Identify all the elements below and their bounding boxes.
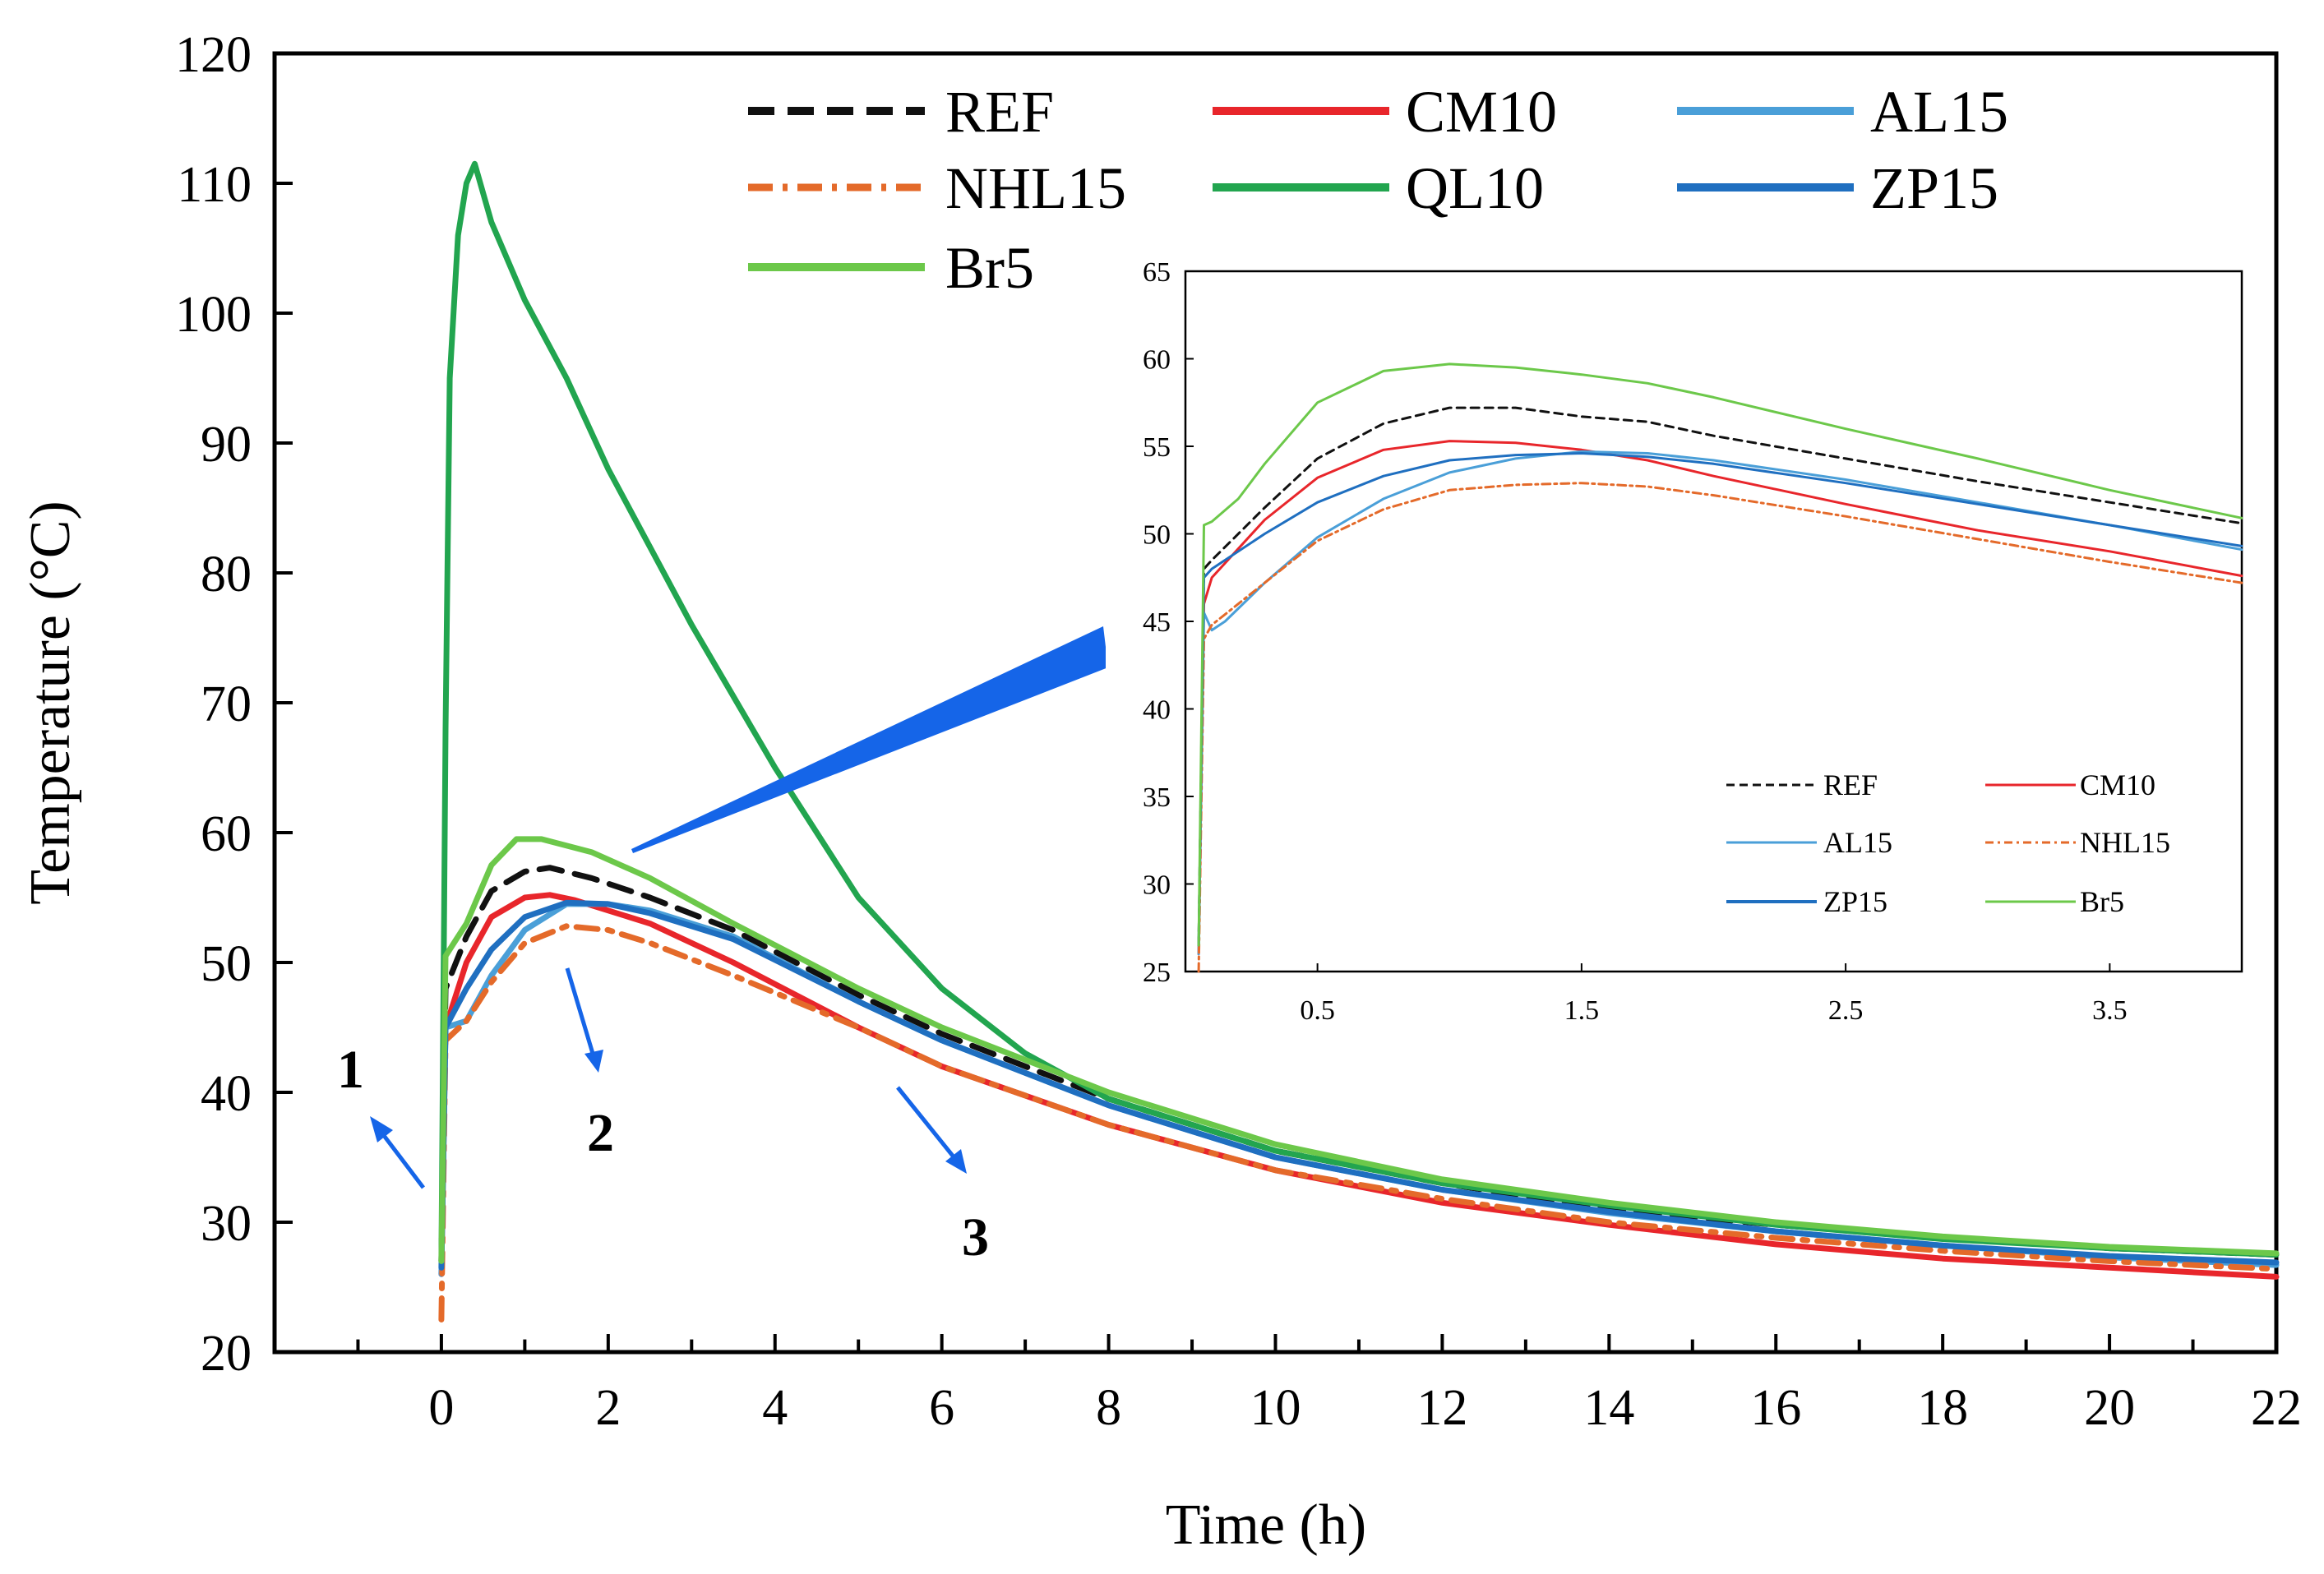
y-tick-label-50: 50 [201, 936, 252, 992]
legend-label-ref: REF [945, 79, 1054, 145]
inset-y-tick-label-30: 30 [1143, 870, 1171, 901]
legend-label-al15: AL15 [1870, 79, 2008, 145]
legend-label-br5: Br5 [945, 235, 1034, 301]
x-tick-label-6: 6 [929, 1380, 954, 1436]
inset-y-tick-label-65: 65 [1143, 257, 1171, 288]
inset-y-tick-label-50: 50 [1143, 520, 1171, 551]
x-tick-label-22: 22 [2251, 1380, 2302, 1436]
inset-y-tick-label-25: 25 [1143, 958, 1171, 988]
y-tick-label-60: 60 [201, 806, 252, 862]
inset-series-group [1197, 362, 2243, 973]
x-tick-label-14: 14 [1583, 1380, 1634, 1436]
series-zp15 [438, 899, 2280, 1271]
y-tick-label-70: 70 [201, 676, 252, 732]
inset-legend-label-zp15: ZP15 [1823, 885, 1887, 918]
arrow-1 [370, 1116, 425, 1189]
inset-series-nhl15 [1197, 482, 2243, 973]
series-br5 [438, 836, 2280, 1264]
x-tick-label-4: 4 [762, 1380, 788, 1436]
annotation-arrows [370, 967, 967, 1189]
inset-legend-label-cm10: CM10 [2080, 769, 2155, 801]
inset-legend-label-br5: Br5 [2080, 885, 2124, 918]
inset-legend: REF CM10 AL15 NHL15 ZP15 Br5 [1726, 769, 2170, 918]
inset-legend-label-ref: REF [1823, 769, 1878, 801]
y-tick-label-90: 90 [201, 417, 252, 473]
series-cm10 [438, 892, 2280, 1280]
inset-x-tick-label-2-5: 2.5 [1828, 995, 1864, 1026]
inset-series-br5 [1197, 362, 2243, 947]
x-tick-label-18: 18 [1917, 1380, 1968, 1436]
zoom-callout-wedge [631, 626, 1108, 853]
main-series-group [438, 160, 2280, 1322]
inset-y-tick-label-35: 35 [1143, 782, 1171, 813]
legend-label-ql10: QL10 [1406, 155, 1544, 221]
inset-series-ref [1197, 406, 2243, 947]
annotation-3: 3 [962, 1207, 989, 1267]
x-tick-label-20: 20 [2084, 1380, 2135, 1436]
y-axis-title: Temperature (°C) [19, 501, 82, 904]
inset-y-tick-label-55: 55 [1143, 432, 1171, 463]
x-tick-label-0: 0 [428, 1380, 454, 1436]
x-tick-label-10: 10 [1250, 1380, 1301, 1436]
x-tick-label-2: 2 [595, 1380, 621, 1436]
main-legend: REF CM10 AL15 NHL15 QL10 ZP15 Br5 [748, 79, 2008, 301]
y-tick-label-80: 80 [201, 547, 252, 602]
x-axis-title: Time (h) [1166, 1493, 1366, 1557]
inset-legend-label-nhl15: NHL15 [2080, 826, 2170, 859]
inset-y-tick-label-40: 40 [1143, 695, 1171, 726]
y-tick-label-30: 30 [201, 1196, 252, 1252]
x-tick-label-12: 12 [1416, 1380, 1467, 1436]
arrow-3 [896, 1086, 967, 1174]
legend-label-cm10: CM10 [1406, 79, 1557, 145]
y-tick-label-120: 120 [175, 27, 252, 83]
inset-y-tick-label-45: 45 [1143, 607, 1171, 638]
legend-label-zp15: ZP15 [1870, 155, 1998, 221]
x-tick-label-16: 16 [1750, 1380, 1801, 1436]
y-tick-label-110: 110 [177, 157, 252, 213]
x-tick-label-8: 8 [1096, 1380, 1121, 1436]
inset-y-tick-label-60: 60 [1143, 345, 1171, 376]
inset-x-tick-label-3-5: 3.5 [2092, 995, 2128, 1026]
legend-label-nhl15: NHL15 [945, 155, 1126, 221]
series-ref [438, 865, 2280, 1264]
inset-axis-ticks: 25 30 35 40 45 50 55 60 65 0.5 1.5 2.5 3.5 [1143, 257, 2128, 1026]
annotation-2: 2 [587, 1103, 614, 1163]
series-nhl15 [438, 923, 2280, 1322]
inset-x-tick-label-1-5: 1.5 [1564, 995, 1600, 1026]
inset-legend-label-al15: AL15 [1823, 826, 1892, 859]
y-tick-label-100: 100 [175, 287, 252, 343]
inset-x-tick-label-0-5: 0.5 [1300, 995, 1335, 1026]
inset-series-zp15 [1197, 452, 2243, 947]
y-tick-label-40: 40 [201, 1066, 252, 1122]
inset-series-al15 [1197, 450, 2243, 956]
y-tick-label-20: 20 [201, 1326, 252, 1382]
annotation-1: 1 [337, 1040, 364, 1100]
arrow-2 [565, 967, 603, 1073]
inset-background [1106, 238, 2257, 1048]
inset-chart: 25 30 35 40 45 50 55 60 65 0.5 1.5 2.5 3.5 REF CM10 … [1106, 238, 2257, 1048]
